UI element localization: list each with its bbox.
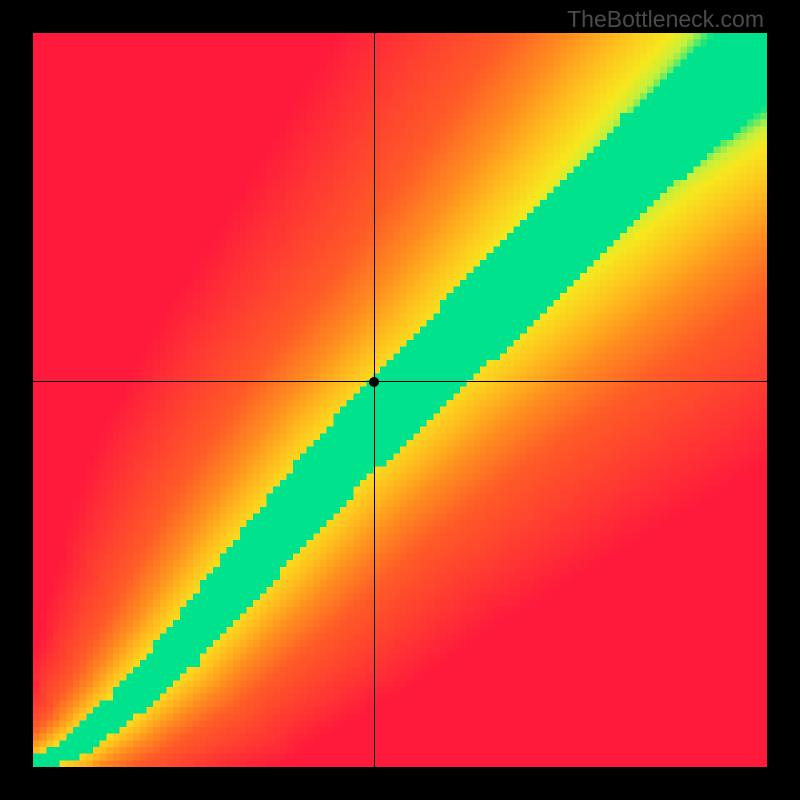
chart-container: TheBottleneck.com bbox=[0, 0, 800, 800]
crosshair-vertical bbox=[374, 33, 375, 767]
bottleneck-heatmap bbox=[33, 33, 767, 767]
crosshair-horizontal bbox=[33, 381, 767, 382]
watermark-text: TheBottleneck.com bbox=[567, 6, 764, 33]
crosshair-marker bbox=[369, 377, 379, 387]
